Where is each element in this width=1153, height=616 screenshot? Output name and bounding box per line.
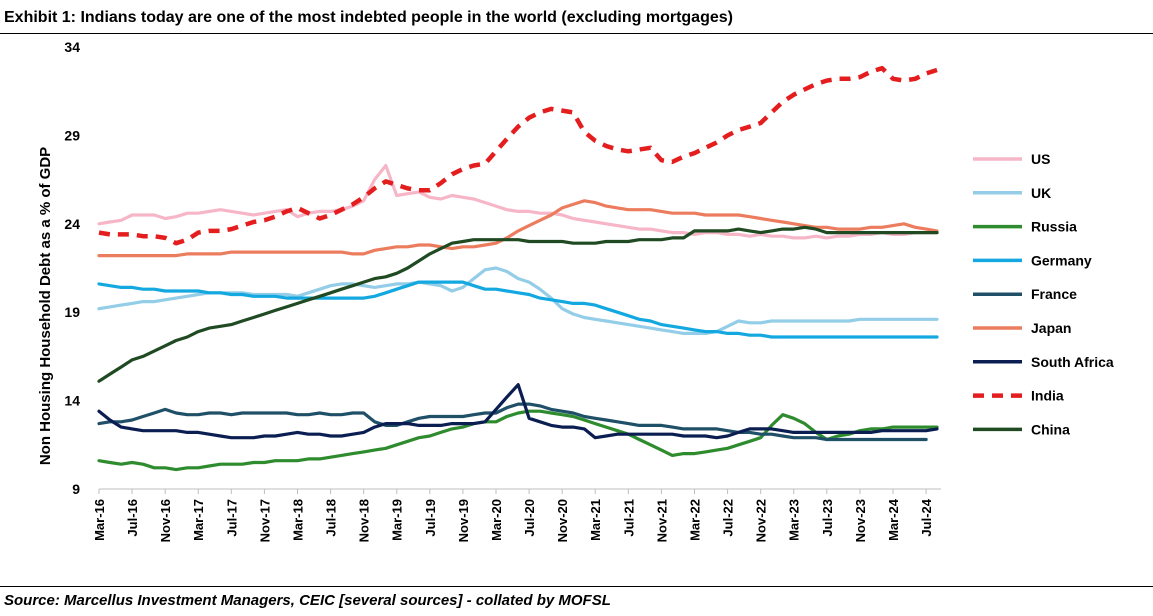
y-tick-label: 34	[64, 39, 80, 55]
legend-label-uk: UK	[1031, 185, 1051, 201]
top-rule	[0, 33, 1153, 34]
series-line-japan	[97, 199, 939, 258]
x-tick-label: Nov-23	[853, 499, 868, 542]
legend-label-russia: Russia	[1031, 219, 1077, 235]
axes: 9 14 19 24 29 34 Mar-16 Jul-16 Nov-16 Mar-17 Jul-1…	[64, 39, 941, 542]
source-note: Source: Marcellus Investment Managers, C…	[4, 592, 611, 609]
x-tick-label: Mar-20	[489, 499, 504, 541]
x-tick-label: Jul-16	[125, 499, 140, 537]
x-tick-label: Jul-22	[721, 499, 736, 537]
x-tick-label: Mar-18	[290, 499, 305, 541]
x-tick-label: Jul-21	[621, 499, 636, 537]
x-tick-label: Mar-21	[588, 499, 603, 541]
x-tick-label: Nov-17	[257, 499, 272, 542]
legend-label-china: China	[1031, 421, 1070, 437]
x-tick-label: Jul-20	[522, 499, 537, 537]
debt-line-chart: Non Housing Household Debt as a % of GDP…	[37, 39, 1114, 542]
x-tick-label: Jul-17	[224, 499, 239, 537]
bottom-rule	[0, 586, 1153, 587]
y-tick-label: 19	[64, 304, 80, 320]
y-axis-label: Non Housing Household Debt as a % of GDP	[37, 147, 54, 465]
series-line-russia	[97, 409, 939, 472]
x-tick-label: Nov-16	[158, 499, 173, 542]
legend-label-japan: Japan	[1031, 320, 1071, 336]
y-tick-label: 9	[72, 481, 80, 497]
legend-label-us: US	[1031, 151, 1050, 167]
x-tick-label: Jul-24	[919, 498, 934, 536]
series-line-us	[97, 163, 939, 240]
y-tick-label: 24	[64, 216, 80, 232]
x-tick-label: Mar-16	[92, 499, 107, 541]
x-tick-label: Nov-19	[456, 499, 471, 542]
series-line-china	[97, 225, 939, 383]
x-tick-label: Nov-21	[654, 499, 669, 542]
legend-label-india: India	[1031, 388, 1064, 404]
y-tick-label: 29	[64, 127, 80, 143]
exhibit-title: Exhibit 1: Indians today are one of the …	[4, 9, 733, 26]
x-tick-label: Jul-19	[423, 499, 438, 537]
series-line-germany	[97, 280, 939, 339]
series-line-uk	[97, 266, 939, 335]
x-tick-label: Nov-20	[555, 499, 570, 542]
series-layer	[97, 65, 939, 472]
x-tick-label: Jul-18	[324, 499, 339, 537]
x-tick-label: Mar-22	[687, 499, 702, 541]
series-line-france	[97, 402, 928, 442]
series-line-india	[98, 65, 938, 246]
x-tick-label: Nov-22	[754, 499, 769, 542]
series-line-south-africa	[97, 383, 939, 440]
legend-label-germany: Germany	[1031, 252, 1092, 268]
legend: US UK Russia Germany France Japan South Africa…	[973, 151, 1114, 437]
x-tick-label: Jul-23	[820, 499, 835, 537]
legend-label-france: France	[1031, 286, 1077, 302]
y-tick-label: 14	[64, 393, 80, 409]
x-tick-label: Nov-18	[357, 499, 372, 542]
legend-label-south-africa: South Africa	[1031, 354, 1114, 370]
x-tick-label: Mar-23	[787, 499, 802, 541]
x-tick-label: Mar-17	[191, 499, 206, 541]
x-tick-label: Mar-19	[390, 499, 405, 541]
x-tick-label: Mar-24	[886, 498, 901, 541]
